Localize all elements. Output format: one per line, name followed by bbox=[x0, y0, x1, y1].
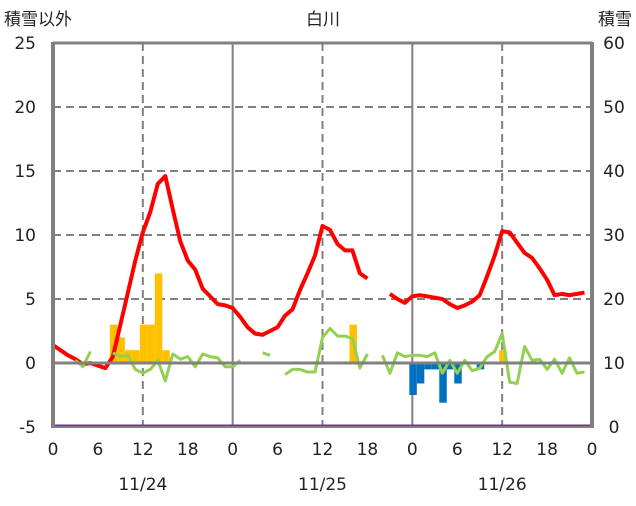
right-tick-label: 50 bbox=[603, 98, 625, 118]
x-tick-label: 6 bbox=[272, 440, 283, 460]
negative-bar bbox=[439, 363, 447, 403]
precip-bar bbox=[162, 350, 170, 363]
precip-bar bbox=[109, 324, 118, 363]
left-axis-label: 積雪以外 bbox=[4, 10, 72, 30]
precip-bar bbox=[139, 324, 148, 363]
left-tick-label: 10 bbox=[14, 226, 36, 246]
negative-bar bbox=[409, 363, 417, 395]
x-tick-label: 18 bbox=[177, 440, 199, 460]
bars bbox=[109, 273, 507, 403]
other-line bbox=[74, 326, 585, 385]
negative-bar bbox=[446, 363, 455, 370]
right-tick-label: 10 bbox=[603, 354, 625, 374]
right-tick-label: 20 bbox=[603, 290, 625, 310]
precip-bar bbox=[147, 324, 155, 363]
x-tick-label: 0 bbox=[48, 440, 59, 460]
right-axis-label: 積雪 bbox=[598, 10, 632, 30]
left-tick-label: 0 bbox=[25, 354, 36, 374]
date-label: 11/25 bbox=[298, 475, 347, 495]
x-tick-label: 12 bbox=[312, 440, 334, 460]
date-label: 11/24 bbox=[118, 475, 167, 495]
x-tick-label: 0 bbox=[587, 440, 598, 460]
right-tick-label: 40 bbox=[603, 162, 625, 182]
right-tick-label: 30 bbox=[603, 226, 625, 246]
x-tick-label: 6 bbox=[452, 440, 463, 460]
frame bbox=[51, 42, 594, 428]
negative-bar bbox=[416, 363, 425, 384]
chart-title: 白川 bbox=[306, 10, 340, 30]
date-label: 11/26 bbox=[478, 475, 527, 495]
left-tick-label: 15 bbox=[14, 162, 36, 182]
precip-bar bbox=[132, 350, 140, 363]
left-tick-label: 20 bbox=[14, 98, 36, 118]
x-tick-label: 0 bbox=[407, 440, 418, 460]
precip-bar bbox=[154, 273, 163, 363]
left-tick-label: -5 bbox=[19, 418, 36, 438]
right-tick-label: 60 bbox=[603, 34, 625, 54]
precip-bar bbox=[499, 350, 507, 363]
x-tick-label: 12 bbox=[491, 440, 513, 460]
x-tick-label: 18 bbox=[357, 440, 379, 460]
x-tick-label: 18 bbox=[536, 440, 558, 460]
x-tick-label: 0 bbox=[227, 440, 238, 460]
temperature-line bbox=[51, 174, 585, 371]
negative-bar bbox=[431, 363, 440, 370]
negative-bar bbox=[424, 363, 432, 370]
left-tick-label: 5 bbox=[25, 290, 36, 310]
x-tick-label: 12 bbox=[132, 440, 154, 460]
right-tick-label: 0 bbox=[609, 418, 620, 438]
precip-bar bbox=[117, 337, 125, 363]
x-tick-label: 6 bbox=[93, 440, 104, 460]
left-tick-label: 25 bbox=[14, 34, 36, 54]
